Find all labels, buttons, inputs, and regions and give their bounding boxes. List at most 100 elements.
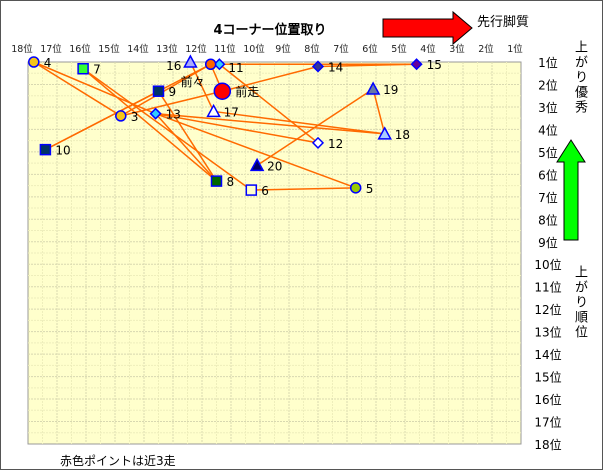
y-tick-label: 15位: [534, 370, 561, 385]
x-tick-label: 11位: [214, 43, 236, 55]
y-tick-label: 4位: [538, 122, 558, 137]
x-tick-label: 2位: [478, 43, 494, 55]
data-point: 8: [210, 175, 234, 189]
data-point: 16: [166, 54, 198, 73]
connection-line: [157, 90, 218, 182]
y-tick-label: 8位: [538, 212, 558, 227]
connection-line: [33, 61, 122, 117]
point-marker-triangle: [365, 81, 381, 95]
x-tick-label: 9位: [275, 43, 291, 55]
connection-line: [82, 68, 252, 191]
point-marker-square: [77, 62, 89, 75]
x-tick-label: 12位: [185, 43, 207, 55]
point-marker-triangle: [377, 126, 392, 140]
y-tick-label: 13位: [534, 325, 561, 340]
connection-line: [155, 112, 319, 144]
x-tick-label: 8位: [304, 43, 320, 55]
y-tick-label: 17位: [534, 415, 561, 430]
data-point: 前々: [181, 58, 217, 89]
connection-line: [251, 187, 356, 191]
x-tick-label: 4位: [420, 43, 436, 55]
point-label: 前走: [235, 84, 259, 99]
data-point: 3: [115, 110, 139, 124]
point-marker-diamond: [311, 60, 325, 73]
x-tick-label: 13位: [156, 43, 178, 55]
data-point: 7: [77, 62, 101, 77]
point-label: 13: [166, 108, 181, 122]
point-marker-circle: [28, 56, 40, 68]
connection-line: [256, 88, 374, 166]
point-label: 12: [328, 137, 343, 151]
connection-line: [155, 113, 218, 182]
connection-line: [82, 68, 217, 182]
y-tick-label: 3位: [538, 100, 558, 115]
data-point: 14: [311, 60, 343, 74]
point-label: 3: [131, 110, 139, 124]
y-tick-label: 14位: [534, 347, 561, 362]
point-label: 18: [395, 128, 410, 142]
point-marker-circle: [115, 110, 127, 122]
point-label: 16: [166, 59, 181, 73]
point-label: 5: [366, 182, 374, 196]
data-point: 15: [410, 58, 442, 72]
data-point: 前走: [213, 82, 259, 100]
point-label: 7: [93, 63, 101, 77]
point-label: 14: [328, 60, 343, 74]
point-marker-square: [39, 143, 52, 156]
connection-line: [372, 88, 386, 135]
y-tick-label: 9位: [538, 235, 558, 250]
data-point: 4: [28, 56, 52, 70]
x-tick-label: 15位: [98, 43, 120, 55]
data-point: 19: [365, 81, 398, 97]
x-tick-label: 18位: [11, 43, 33, 55]
point-label: 15: [427, 58, 442, 72]
point-marker-square: [210, 175, 223, 187]
connection-line: [317, 63, 417, 68]
x-tick-label: 3位: [449, 43, 465, 55]
green-arrow-icon: [556, 139, 586, 241]
connection-line: [33, 61, 156, 115]
point-label: 10: [55, 144, 70, 158]
x-direction-label: 先行脚質: [477, 15, 530, 30]
x-tick-label: 1位: [507, 43, 523, 55]
data-point: 10: [39, 143, 71, 158]
chart-title: 4コーナー位置取り: [213, 23, 327, 38]
point-label: 17: [224, 105, 239, 119]
point-marker-triangle: [249, 157, 265, 172]
point-marker-circle: [213, 82, 232, 100]
connection-line: [218, 63, 319, 144]
x-tick-label: 6位: [362, 43, 378, 55]
point-label: 9: [169, 85, 177, 99]
point-marker-triangle: [183, 54, 198, 68]
connection-line: [222, 65, 319, 92]
data-point: 17: [206, 103, 239, 119]
y-axis-label: 上がり順位: [572, 265, 587, 340]
data-point: 20: [249, 157, 282, 173]
data-point: 9: [152, 85, 177, 99]
point-marker-square: [245, 184, 258, 196]
data-point: 6: [245, 184, 269, 198]
point-marker-diamond: [410, 58, 423, 71]
point-marker-circle: [349, 182, 362, 194]
connection-line: [45, 90, 159, 151]
point-marker-diamond: [149, 107, 162, 120]
red-arrow-icon: [382, 10, 473, 46]
y-tick-label: 2位: [538, 77, 558, 92]
y-tick-label: 10位: [534, 257, 561, 272]
y-tick-label: 12位: [534, 302, 561, 317]
connection-line: [155, 112, 356, 189]
connection-line: [155, 112, 385, 135]
connection-line: [213, 110, 385, 135]
point-label: 4: [44, 56, 52, 70]
y-tick-label: 11位: [534, 280, 561, 295]
x-tick-label: 7位: [333, 43, 349, 55]
y-direction-label: 上がり優秀: [572, 40, 587, 115]
point-label: 6: [261, 184, 269, 198]
point-marker-triangle: [206, 103, 221, 118]
x-tick-label: 17位: [40, 43, 62, 55]
x-tick-label: 16位: [69, 43, 91, 55]
y-tick-label: 7位: [538, 190, 558, 205]
point-label: 19: [383, 83, 398, 97]
data-point: 11: [213, 58, 244, 75]
